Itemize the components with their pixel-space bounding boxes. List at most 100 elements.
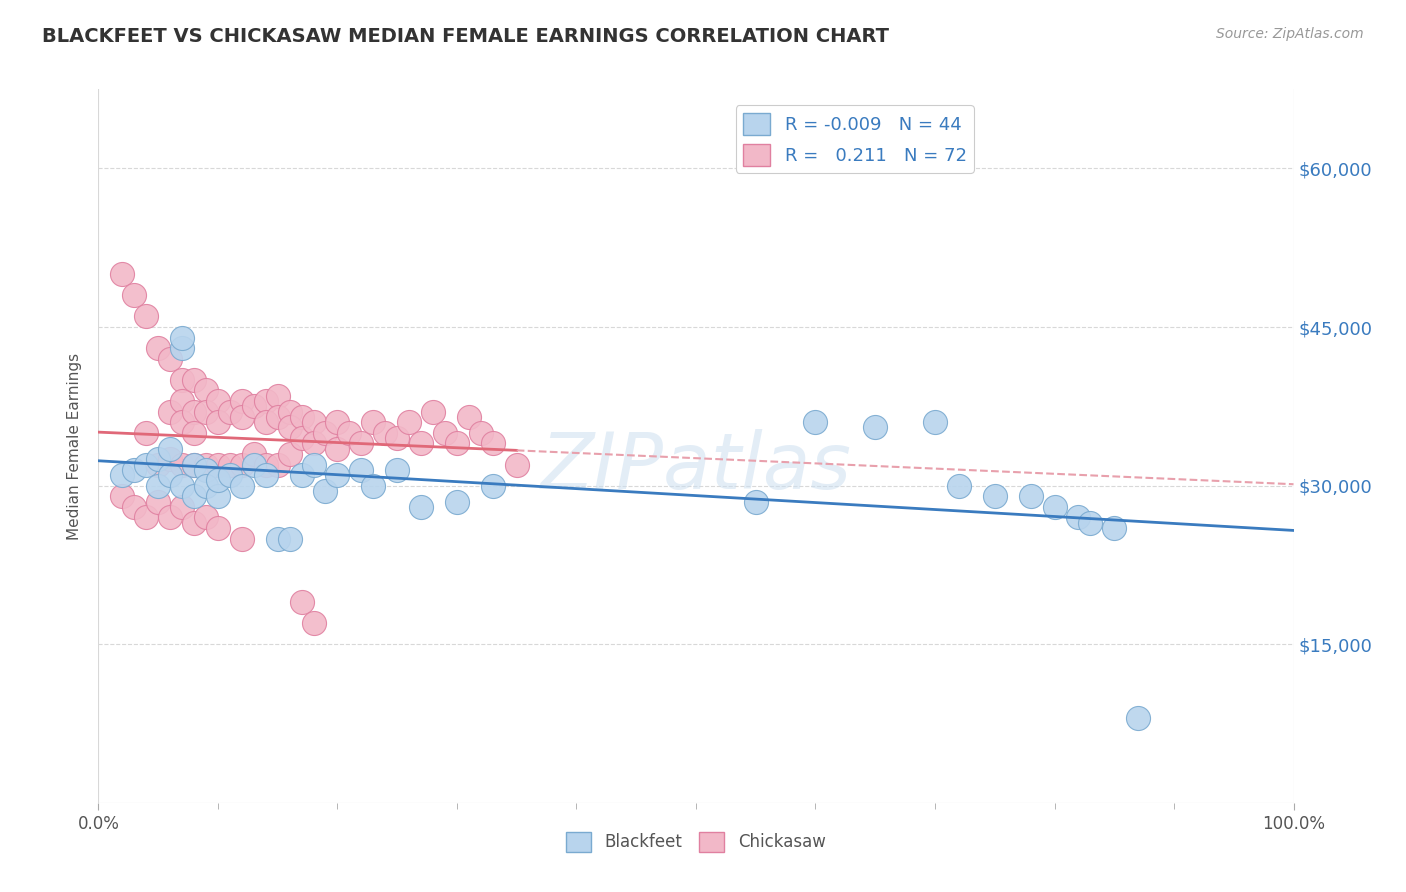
Point xyxy=(291,468,314,483)
Point xyxy=(207,489,229,503)
Point xyxy=(267,532,290,546)
Point xyxy=(1080,516,1102,530)
Point xyxy=(148,341,170,355)
Point xyxy=(924,415,946,429)
Point xyxy=(231,458,253,472)
Point xyxy=(172,415,194,429)
Point xyxy=(231,394,253,409)
Point xyxy=(183,489,205,503)
Point xyxy=(278,532,301,546)
Point xyxy=(363,415,385,429)
Point xyxy=(385,431,409,445)
Point xyxy=(291,409,314,424)
Point xyxy=(172,500,194,514)
Point xyxy=(159,404,181,418)
Point xyxy=(302,436,325,450)
Point xyxy=(254,394,277,409)
Point xyxy=(219,458,242,472)
Legend: Blackfeet, Chickasaw: Blackfeet, Chickasaw xyxy=(560,825,832,859)
Y-axis label: Median Female Earnings: Median Female Earnings xyxy=(67,352,83,540)
Point xyxy=(506,458,529,472)
Point xyxy=(135,425,157,440)
Point xyxy=(278,404,301,418)
Point xyxy=(219,468,242,483)
Point xyxy=(207,474,229,488)
Point xyxy=(159,351,181,366)
Point xyxy=(278,420,301,434)
Point xyxy=(231,532,253,546)
Point xyxy=(172,373,194,387)
Point xyxy=(1128,711,1150,725)
Point xyxy=(219,404,242,418)
Point xyxy=(172,394,194,409)
Point xyxy=(195,384,218,398)
Point xyxy=(302,616,325,631)
Point xyxy=(470,425,492,440)
Point xyxy=(1067,510,1090,524)
Point xyxy=(254,468,277,483)
Point xyxy=(111,468,134,483)
Point xyxy=(148,478,170,492)
Point xyxy=(183,425,205,440)
Point xyxy=(302,415,325,429)
Point xyxy=(363,478,385,492)
Point xyxy=(948,478,970,492)
Point xyxy=(172,331,194,345)
Point xyxy=(374,425,396,440)
Point xyxy=(183,458,205,472)
Text: BLACKFEET VS CHICKASAW MEDIAN FEMALE EARNINGS CORRELATION CHART: BLACKFEET VS CHICKASAW MEDIAN FEMALE EAR… xyxy=(42,27,889,45)
Point xyxy=(183,516,205,530)
Point xyxy=(159,442,181,456)
Point xyxy=(243,458,266,472)
Point xyxy=(111,489,134,503)
Point xyxy=(231,478,253,492)
Point xyxy=(183,373,205,387)
Point xyxy=(195,458,218,472)
Point xyxy=(422,404,444,418)
Point xyxy=(195,463,218,477)
Point xyxy=(446,436,468,450)
Point xyxy=(267,458,290,472)
Point xyxy=(350,436,373,450)
Point xyxy=(315,483,337,498)
Point xyxy=(159,468,181,483)
Point xyxy=(1043,500,1066,514)
Point xyxy=(350,463,373,477)
Point xyxy=(148,494,170,508)
Point xyxy=(385,463,409,477)
Point xyxy=(291,431,314,445)
Point xyxy=(231,409,253,424)
Point xyxy=(446,494,468,508)
Point xyxy=(124,288,146,302)
Point xyxy=(458,409,481,424)
Point xyxy=(148,458,170,472)
Point xyxy=(135,310,157,324)
Point xyxy=(745,494,768,508)
Point xyxy=(411,500,433,514)
Point xyxy=(865,420,887,434)
Point xyxy=(481,478,505,492)
Point xyxy=(172,458,194,472)
Point xyxy=(315,425,337,440)
Point xyxy=(302,458,325,472)
Point xyxy=(254,415,277,429)
Point xyxy=(267,409,290,424)
Point xyxy=(243,400,266,414)
Point xyxy=(111,267,134,281)
Point xyxy=(254,458,277,472)
Point xyxy=(267,389,290,403)
Point xyxy=(195,510,218,524)
Point xyxy=(195,404,218,418)
Point xyxy=(291,595,314,609)
Point xyxy=(326,415,349,429)
Point xyxy=(326,468,349,483)
Point xyxy=(207,458,229,472)
Point xyxy=(1019,489,1042,503)
Point xyxy=(172,478,194,492)
Point xyxy=(159,452,181,467)
Point xyxy=(207,521,229,535)
Point xyxy=(398,415,420,429)
Point xyxy=(481,436,505,450)
Point xyxy=(135,458,157,472)
Point xyxy=(183,404,205,418)
